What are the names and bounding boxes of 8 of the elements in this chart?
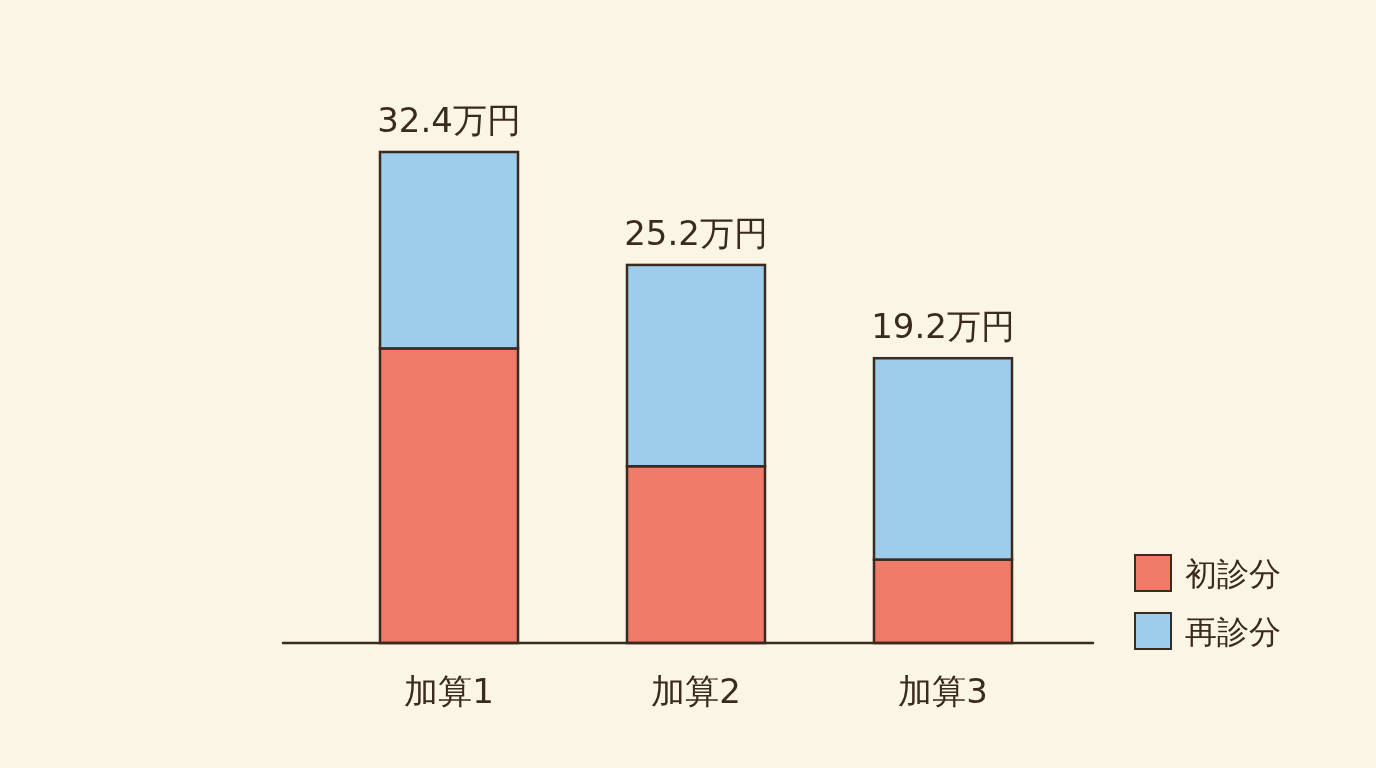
annotation: 25.2万円 <box>624 212 768 253</box>
legend-label: 初診分 <box>1185 555 1281 593</box>
annotation: 32.4万円 <box>377 100 521 140</box>
legend-label: 再診分 <box>1185 613 1281 651</box>
x-tick-label: 加算1 <box>404 671 494 711</box>
x-tick-label: 加算2 <box>651 671 741 711</box>
x-tick-label: 加算3 <box>898 671 988 711</box>
annotation: 19.2万円 <box>871 306 1015 347</box>
